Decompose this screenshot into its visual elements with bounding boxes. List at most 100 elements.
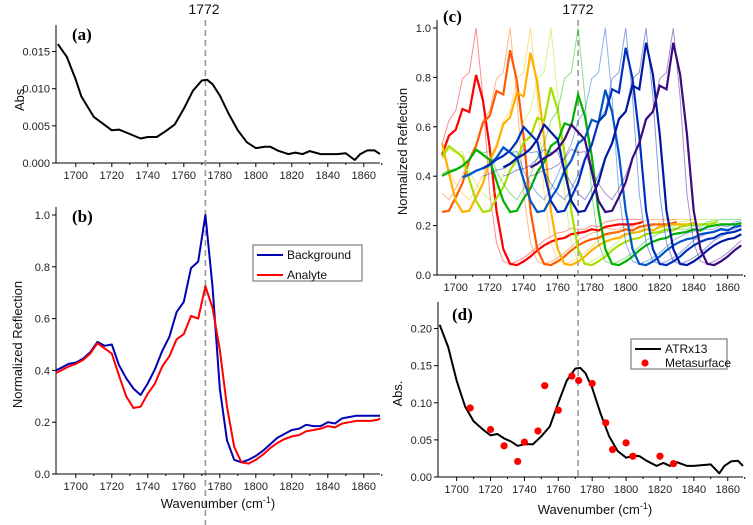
panel-label: (b) bbox=[72, 207, 93, 226]
x-tick-label: 1860 bbox=[352, 481, 376, 493]
x-tick-label: 1840 bbox=[316, 170, 340, 182]
annotation-1772: 1772 bbox=[188, 1, 219, 17]
data-point bbox=[602, 419, 610, 427]
panel-label: (a) bbox=[72, 25, 92, 44]
legend-label: Metasurface bbox=[665, 356, 731, 370]
data-point bbox=[656, 452, 664, 460]
x-tick-label: 1840 bbox=[316, 481, 340, 493]
x-tick-label: 1760 bbox=[172, 481, 196, 493]
x-tick-label: 1740 bbox=[136, 481, 160, 493]
background-curve bbox=[441, 27, 698, 265]
x-tick-label: 1820 bbox=[648, 484, 672, 496]
data-point bbox=[554, 406, 562, 414]
legend-box bbox=[252, 244, 363, 282]
y-tick-label: 0.8 bbox=[35, 262, 50, 274]
analyte-curve bbox=[529, 42, 742, 267]
y-tick-label: 0.000 bbox=[22, 158, 50, 170]
panel-c: 1700 1720 1740 1760 1780 1800 1820 1840 1860 0.0 0… bbox=[395, 1, 746, 477]
y-tick-label: 0.00 bbox=[411, 472, 432, 484]
y-tick-label: 0.2 bbox=[416, 221, 431, 233]
data-point bbox=[622, 439, 630, 447]
background-curve bbox=[441, 27, 643, 265]
series-line bbox=[55, 214, 380, 464]
y-tick-label: 0.20 bbox=[411, 324, 432, 336]
x-tick-label: 1720 bbox=[100, 481, 124, 493]
panel-b: 1700 1720 1740 1760 1780 1800 1820 1840 1860 0.0 0… bbox=[10, 207, 383, 511]
y-tick-label: 0.005 bbox=[22, 121, 50, 133]
data-point bbox=[541, 382, 549, 390]
y-tick-label: 0.0 bbox=[35, 469, 50, 481]
x-tick-label: 1740 bbox=[511, 282, 535, 294]
data-point bbox=[629, 452, 637, 460]
data-point bbox=[486, 425, 495, 434]
x-tick-label: 1860 bbox=[716, 484, 740, 496]
x-tick-label: 1800 bbox=[244, 481, 268, 493]
y-axis-label: Normalized Reflection bbox=[395, 88, 410, 215]
x-tick-label: 1780 bbox=[208, 481, 232, 493]
y-tick-label: 0.8 bbox=[416, 72, 431, 84]
x-tick-label: 1780 bbox=[579, 282, 603, 294]
y-tick-label: 0.10 bbox=[411, 398, 432, 410]
analyte-curve bbox=[482, 47, 742, 267]
x-tick-label: 1760 bbox=[546, 484, 570, 496]
data-point bbox=[608, 445, 617, 454]
x-tick-label: 1800 bbox=[614, 484, 638, 496]
x-tick-label: 1700 bbox=[443, 282, 467, 294]
legend-label: Analyte bbox=[287, 268, 327, 282]
x-tick-label: 1700 bbox=[444, 484, 468, 496]
background-curve bbox=[441, 27, 742, 265]
data-point bbox=[534, 427, 542, 435]
data-point bbox=[575, 376, 583, 385]
x-tick-label: 1840 bbox=[681, 282, 705, 294]
legend-label: ATRx13 bbox=[665, 342, 708, 356]
y-tick-label: 0.6 bbox=[416, 122, 431, 134]
panel-label: (c) bbox=[443, 7, 462, 26]
y-tick-label: 1.0 bbox=[35, 210, 50, 222]
panel-a: 1700 1720 1740 1760 1780 1800 1820 1840 18600.00… bbox=[12, 1, 383, 525]
x-tick-label: 1720 bbox=[478, 484, 502, 496]
y-tick-label: 0.6 bbox=[35, 314, 50, 326]
y-tick-label: 0.05 bbox=[411, 435, 432, 447]
analyte-curve bbox=[441, 86, 718, 267]
panel-label: (d) bbox=[452, 305, 473, 324]
legend-marker bbox=[641, 359, 649, 367]
y-tick-label: 0.0 bbox=[416, 270, 431, 282]
analyte-curve bbox=[441, 90, 742, 267]
data-point bbox=[514, 457, 522, 466]
data-point bbox=[588, 379, 596, 388]
data-point bbox=[520, 438, 529, 446]
x-tick-label: 1740 bbox=[512, 484, 536, 496]
y-tick-label: 0.15 bbox=[411, 361, 432, 373]
data-point bbox=[500, 442, 508, 450]
background-curve bbox=[441, 27, 718, 265]
x-tick-label: 1720 bbox=[477, 282, 501, 294]
x-tick-label: 1800 bbox=[244, 170, 268, 182]
x-axis-label: Wavenumber (cm-1) bbox=[161, 495, 275, 511]
y-tick-label: 0.015 bbox=[22, 47, 50, 59]
x-tick-label: 1820 bbox=[280, 170, 304, 182]
series-line bbox=[56, 43, 381, 161]
annotation-1772: 1772 bbox=[562, 1, 593, 17]
y-tick-label: 1.0 bbox=[416, 23, 431, 35]
x-tick-label: 1780 bbox=[580, 484, 604, 496]
x-tick-label: 1820 bbox=[280, 481, 304, 493]
x-tick-label: 1720 bbox=[100, 170, 124, 182]
x-tick-label: 1860 bbox=[352, 170, 376, 182]
series-line bbox=[438, 324, 744, 475]
x-tick-label: 1840 bbox=[682, 484, 706, 496]
y-axis-label: Abs. bbox=[12, 85, 27, 111]
y-tick-label: 0.4 bbox=[416, 171, 431, 183]
x-axis-label: Wavenumber (cm-1) bbox=[538, 501, 652, 517]
x-tick-label: 1860 bbox=[715, 282, 739, 294]
y-tick-label: 0.010 bbox=[22, 84, 50, 96]
series-line bbox=[55, 285, 381, 465]
x-tick-label: 1820 bbox=[647, 282, 671, 294]
x-tick-label: 1800 bbox=[613, 282, 637, 294]
y-tick-label: 0.2 bbox=[35, 417, 50, 429]
analyte-curve bbox=[441, 74, 644, 267]
panel-d: 1700 1720 1740 1760 1780 1800 1820 1840 1860 0.00… bbox=[390, 302, 746, 517]
y-axis-label: Normalized Reflection bbox=[10, 281, 25, 408]
x-tick-label: 1760 bbox=[545, 282, 569, 294]
